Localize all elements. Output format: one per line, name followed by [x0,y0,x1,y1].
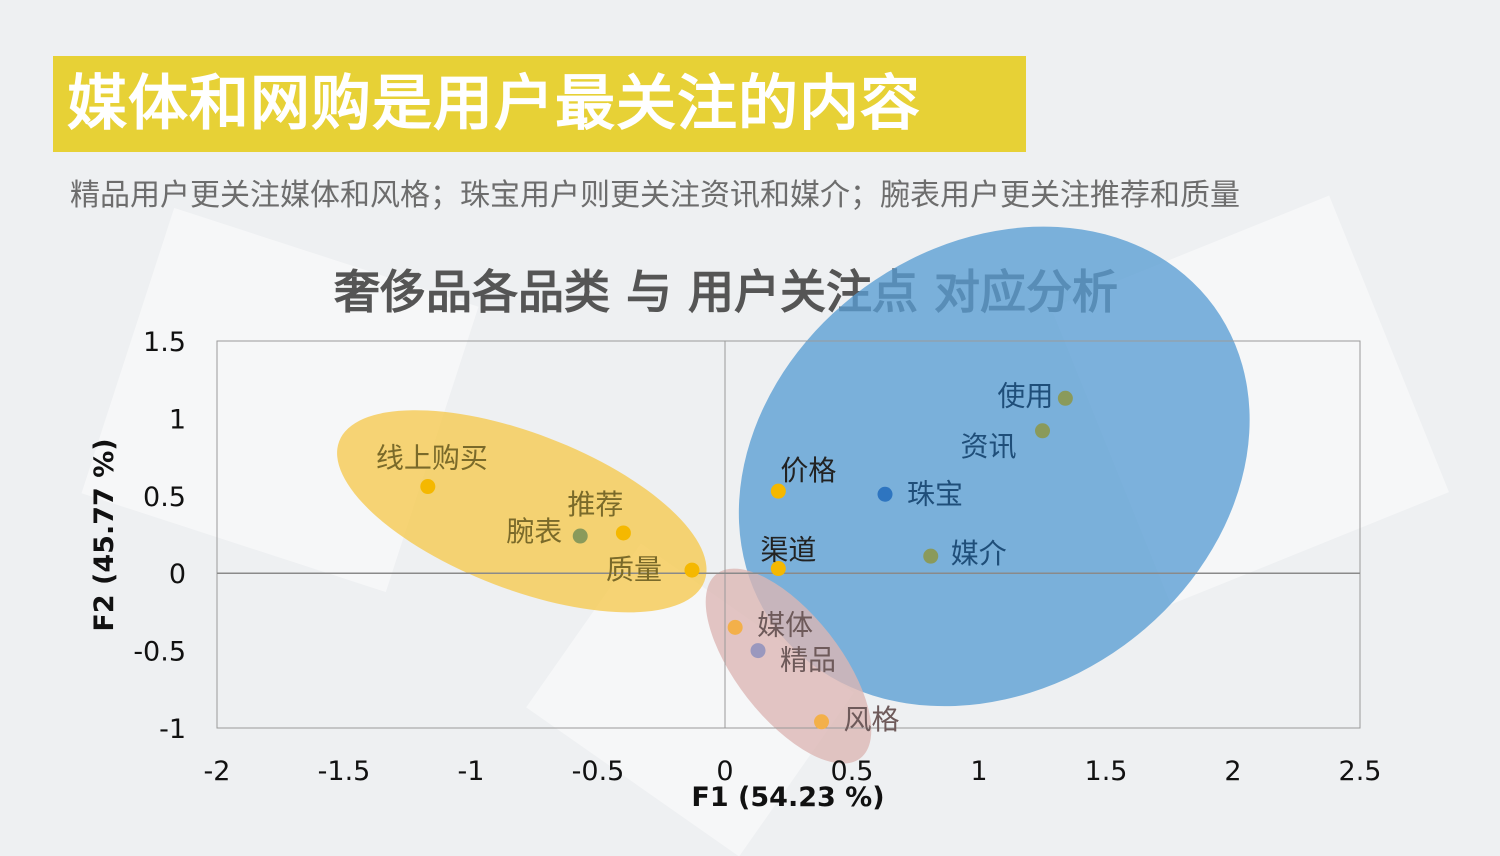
y-tick-label: 0 [169,559,186,590]
data-point [727,619,743,635]
point-label: 渠道 [760,534,816,567]
data-point [572,528,588,544]
data-point [1035,423,1050,439]
data-point [684,562,700,578]
data-point [770,561,786,577]
x-axis-label: F1 (54.23 %) [691,782,884,813]
point-label: 腕表 [506,515,562,548]
data-point [814,714,830,730]
point-label: 媒体 [757,608,813,641]
data-point [1057,390,1073,406]
y-tick-label: 1.5 [143,327,186,358]
data-point [923,548,939,564]
page-title: 媒体和网购是用户最关注的内容 [67,69,921,139]
x-tick-label: 2.5 [1339,756,1382,787]
title-banner: 媒体和网购是用户最关注的内容 [53,56,1026,152]
x-tick-label: 0 [716,756,733,787]
x-tick-label: 1.5 [1085,756,1128,787]
y-tick-label: 1 [169,404,186,435]
x-tick-label: -0.5 [572,756,625,787]
cluster-ellipse [738,226,1250,707]
point-label: 风格 [844,703,900,736]
data-point [750,643,766,659]
data-point [770,483,786,499]
y-tick-label: 0.5 [143,482,186,513]
data-point [615,525,631,541]
point-label: 资讯 [961,430,1017,463]
data-point [877,486,893,502]
x-tick-label: 1 [970,756,987,787]
x-tick-label: 2 [1224,756,1241,787]
point-label: 精品 [780,644,836,677]
data-point [420,479,436,495]
cluster-ellipse [705,568,872,764]
point-label: 价格 [780,454,836,487]
cluster-ellipse [337,410,707,613]
y-tick-label: -0.5 [133,637,186,668]
y-axis-label: F2 (45.77 %) [89,438,120,631]
x-tick-label: -1 [458,756,485,787]
x-tick-label: 0.5 [831,756,874,787]
page-subtitle: 精品用户更关注媒体和风格；珠宝用户则更关注资讯和媒介；腕表用户更关注推荐和质量 [70,178,1240,213]
point-label: 线上购买 [376,442,488,475]
plot-area-frame [216,340,1361,729]
point-label: 质量 [606,553,662,586]
point-label: 珠宝 [907,477,963,510]
point-label: 媒介 [951,537,1007,570]
cluster-layer [337,226,1250,764]
x-tick-label: -2 [204,756,231,787]
axes-layer: -2 -1.5 -1 -0.5 0 0.5 1 1.5 2 2.5 1.5 1 0.5 0 -0.5 -1 [133,327,1381,787]
point-label: 使用 [997,379,1053,412]
point-label: 推荐 [567,488,623,521]
y-tick-label: -1 [159,714,186,745]
x-tick-label: -1.5 [318,756,371,787]
